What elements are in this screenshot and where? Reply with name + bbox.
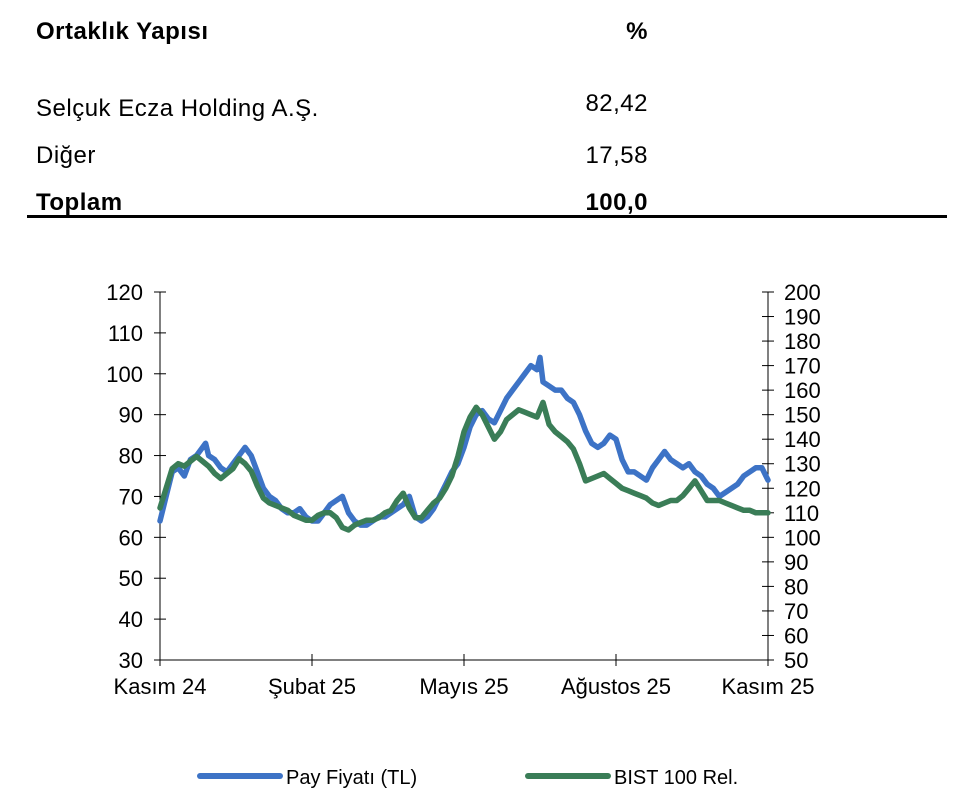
x-tick-label: Şubat 25 (268, 674, 356, 699)
right-tick-label: 70 (784, 599, 808, 624)
ownership-total-row: Toplam 100,0 (36, 189, 648, 236)
right-tick-label: 100 (784, 525, 821, 550)
right-tick-label: 140 (784, 427, 821, 452)
right-tick-label: 150 (784, 403, 821, 428)
ownership-header-row: Ortaklık Yapısı % (36, 18, 648, 65)
x-tick-label: Ağustos 25 (561, 674, 671, 699)
left-tick-label: 110 (108, 321, 143, 346)
price-chart: 3040506070809010011012050607080901001101… (106, 280, 821, 789)
right-tick-label: 80 (784, 574, 808, 599)
ownership-header-percent: % (626, 18, 648, 45)
series-line-bist-100-rel (157, 399, 771, 533)
left-tick-label: 70 (119, 484, 143, 509)
left-tick-label: 90 (119, 403, 143, 428)
ownership-row-name: Selçuk Ecza Holding A.Ş. (36, 95, 319, 122)
right-tick-label: 90 (784, 550, 808, 575)
ownership-row-percent: 82,42 (585, 90, 648, 117)
left-tick-label: 80 (119, 444, 143, 469)
legend-label: BIST 100 Rel. (614, 767, 738, 789)
ownership-row-percent: 17,58 (585, 142, 648, 169)
ownership-row: Selçuk Ecza Holding A.Ş. 82,42 (36, 90, 648, 142)
x-tick-label: Kasım 25 (722, 674, 815, 699)
right-tick-label: 110 (784, 501, 819, 526)
left-tick-label: 40 (119, 607, 143, 632)
series-line-pay-fiyati (157, 354, 771, 528)
ownership-total-name: Toplam (36, 189, 123, 216)
right-tick-label: 190 (784, 305, 821, 330)
left-tick-label: 50 (119, 566, 143, 591)
right-tick-label: 60 (784, 623, 808, 648)
legend-label: Pay Fiyatı (TL) (286, 767, 417, 789)
ownership-header-title: Ortaklık Yapısı (36, 18, 209, 45)
ownership-total-percent: 100,0 (585, 189, 648, 216)
right-tick-label: 200 (784, 280, 821, 305)
left-tick-label: 60 (119, 525, 143, 550)
left-tick-label: 120 (106, 280, 143, 305)
right-tick-label: 130 (784, 452, 821, 477)
section-divider (27, 215, 947, 218)
x-tick-label: Mayıs 25 (419, 674, 508, 699)
ownership-row: Diğer 17,58 (36, 142, 648, 189)
ownership-table: Ortaklık Yapısı % Selçuk Ecza Holding A.… (36, 18, 648, 216)
ownership-row-name: Diğer (36, 142, 96, 169)
right-tick-label: 170 (784, 354, 821, 379)
right-tick-label: 50 (784, 648, 808, 673)
right-tick-label: 160 (784, 378, 821, 403)
right-tick-label: 120 (784, 476, 821, 501)
x-tick-label: Kasım 24 (114, 674, 207, 699)
left-tick-label: 30 (119, 648, 143, 673)
right-tick-label: 180 (784, 329, 821, 354)
left-tick-label: 100 (106, 362, 143, 387)
